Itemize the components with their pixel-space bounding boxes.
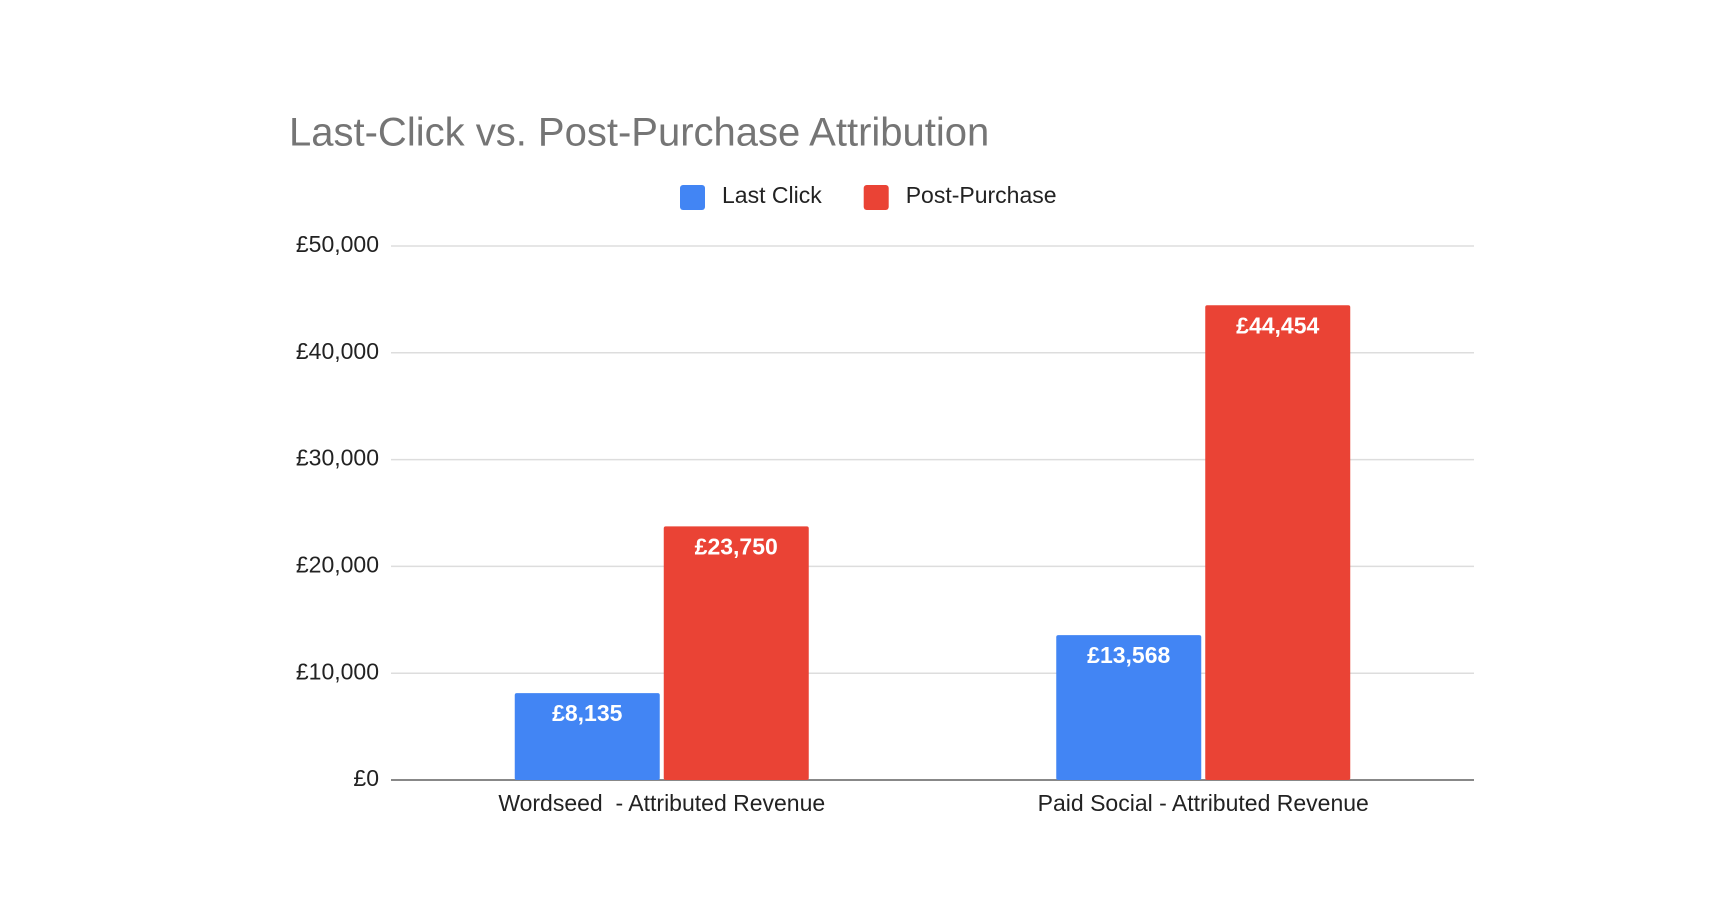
y-tick-label: £50,000 — [296, 231, 379, 257]
value-label: £44,454 — [1236, 312, 1319, 338]
y-tick-label: £40,000 — [296, 338, 379, 364]
chart-title: Last-Click vs. Post-Purchase Attribution — [289, 111, 989, 155]
value-label: £23,750 — [695, 533, 778, 559]
y-tick-label: £10,000 — [296, 658, 379, 684]
value-label: £13,568 — [1087, 642, 1170, 668]
y-tick-label: £30,000 — [296, 445, 379, 471]
y-tick-label: £0 — [353, 765, 379, 791]
bar — [663, 526, 809, 780]
x-tick-label: Wordseed - Attributed Revenue — [498, 790, 825, 816]
legend-label: Post-Purchase — [906, 182, 1057, 208]
legend-swatch — [680, 185, 705, 210]
value-label: £8,135 — [552, 700, 623, 726]
x-tick-label: Paid Social - Attributed Revenue — [1038, 790, 1369, 816]
legend-label: Last Click — [722, 182, 822, 208]
bar — [514, 693, 660, 780]
y-tick-label: £20,000 — [296, 551, 379, 577]
bar — [1205, 305, 1351, 780]
legend-swatch — [863, 185, 889, 210]
bar — [1056, 635, 1202, 780]
